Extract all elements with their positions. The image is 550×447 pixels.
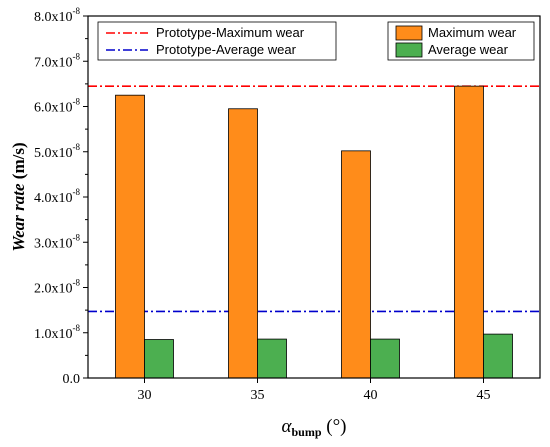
- bar-average-wear: [483, 333, 513, 379]
- y-axis-title-main: Wear rate: [9, 183, 28, 252]
- legend-max-swatch: [395, 25, 423, 41]
- y-tick-label: 6.0x10-8: [34, 97, 80, 116]
- y-tick-label: 1.0x10-8: [34, 323, 80, 342]
- x-axis-title-sub: bump: [291, 425, 321, 439]
- x-axis-ticks: 30 35 40 45: [138, 378, 491, 403]
- y-axis-title-unit: (m/s): [9, 142, 28, 183]
- legend-max-label: Maximum wear: [428, 25, 517, 40]
- x-axis-title: αbump (°): [281, 416, 346, 439]
- y-tick-label: 4.0x10-8: [34, 187, 80, 206]
- legend-reference: Prototype-Maximum wear Prototype-Average…: [97, 21, 337, 61]
- bars: [115, 85, 513, 379]
- bar-average-wear: [144, 339, 174, 379]
- plot-frame: [87, 15, 541, 379]
- y-tick-label: 0.0: [63, 372, 81, 387]
- x-axis-title-unit: (°): [322, 416, 347, 437]
- legend-ref-avg-label: Prototype-Average wear: [156, 42, 297, 57]
- y-tick-label: 2.0x10-8: [34, 278, 80, 297]
- x-tick-label: 40: [364, 388, 378, 403]
- legend-avg-swatch: [395, 42, 423, 58]
- legend-series: Maximum wear Average wear: [387, 21, 535, 61]
- y-tick-label: 3.0x10-8: [34, 232, 80, 251]
- bar-average-wear: [257, 338, 287, 379]
- y-tick-label: 5.0x10-8: [34, 142, 80, 161]
- x-tick-label: 35: [251, 388, 265, 403]
- y-axis-title: Wear rate (m/s): [9, 142, 28, 251]
- bar-maximum-wear: [454, 85, 484, 379]
- legend-reference-box: [97, 21, 337, 61]
- y-tick-label: 8.0x10-8: [34, 6, 80, 25]
- x-tick-label: 30: [138, 388, 152, 403]
- x-axis-title-symbol: α: [281, 416, 292, 437]
- x-tick-label: 45: [477, 388, 491, 403]
- y-axis-ticks: 0.0 1.0x10-8 2.0x10-8 3.0x10-8 4.0x10-8 5.0x1…: [34, 6, 88, 387]
- legend-ref-max-label: Prototype-Maximum wear: [156, 25, 305, 40]
- bar-maximum-wear: [228, 108, 258, 379]
- bar-maximum-wear: [341, 150, 371, 379]
- bar-maximum-wear: [115, 94, 145, 379]
- bar-average-wear: [370, 338, 400, 379]
- legend-avg-label: Average wear: [428, 42, 509, 57]
- y-tick-label: 7.0x10-8: [34, 51, 80, 70]
